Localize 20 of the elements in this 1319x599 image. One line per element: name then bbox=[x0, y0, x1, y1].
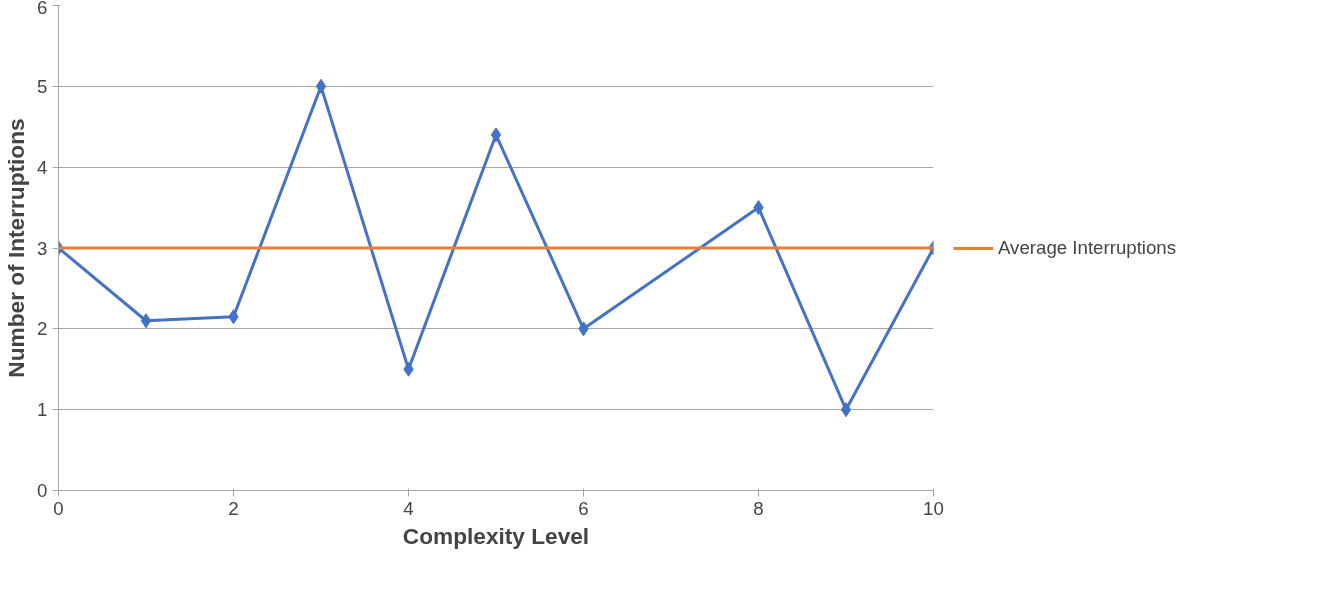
x-tick-label: 8 bbox=[753, 497, 764, 519]
point bbox=[490, 127, 502, 143]
y-tick-label: 6 bbox=[37, 0, 48, 18]
point bbox=[140, 313, 152, 329]
x-axis-title: Complexity Level bbox=[402, 522, 590, 549]
x-tick-label: 0 bbox=[53, 497, 64, 519]
x-tick-label: 10 bbox=[923, 497, 944, 519]
y-axis-title: Number of Interruptions bbox=[3, 118, 30, 378]
y-tick-label: 0 bbox=[37, 480, 48, 501]
y-tick-label: 2 bbox=[37, 318, 48, 340]
y-tick-label: 3 bbox=[37, 237, 48, 259]
point bbox=[315, 78, 327, 94]
legend-label: Average Interruptions bbox=[998, 236, 1177, 259]
x-tick-label: 6 bbox=[578, 497, 589, 519]
x-tick-label: 2 bbox=[228, 497, 239, 519]
y-tick-label: 5 bbox=[37, 75, 48, 97]
y-tick-label: 4 bbox=[37, 156, 48, 178]
y-tick-label: 1 bbox=[37, 399, 48, 421]
x-tick-label: 4 bbox=[403, 497, 414, 519]
point bbox=[840, 402, 852, 418]
